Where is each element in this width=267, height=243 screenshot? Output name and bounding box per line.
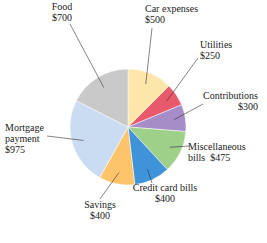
category-label: Mortgage — [5, 122, 44, 133]
value-label: $700 — [52, 12, 72, 23]
slice-label: Miscellaneousbills $475 — [188, 141, 246, 163]
slices — [70, 69, 186, 185]
slice-label: Car expenses$500 — [145, 3, 198, 25]
value-label: $975 — [5, 144, 25, 155]
slice-label: Utilities$250 — [200, 39, 232, 61]
category-label: bills — [188, 152, 205, 163]
slice-label: Mortgagepayment$975 — [5, 122, 44, 155]
value-label: $475 — [210, 152, 230, 163]
leader-line — [147, 169, 152, 183]
slice — [76, 69, 128, 127]
category-label: payment — [5, 133, 40, 144]
category-label: Utilities — [200, 39, 232, 50]
category-label: Savings — [84, 199, 116, 210]
category-label: Food — [52, 1, 73, 12]
value-label: $400 — [90, 210, 110, 221]
leader-line — [47, 136, 84, 140]
value-label: $400 — [155, 193, 175, 204]
slice-label: Contributions$300 — [203, 90, 258, 112]
slice-label: Credit card bills$400 — [133, 182, 198, 204]
leader-line — [146, 28, 152, 84]
leader-line — [70, 24, 104, 87]
leader-line — [100, 173, 119, 199]
labels: Car expenses$500Utilities$250Contributio… — [5, 1, 258, 221]
category-label: Car expenses — [145, 3, 198, 14]
value-label: $300 — [238, 101, 258, 112]
slice-label: Food$700 — [52, 1, 73, 23]
leader-line — [174, 104, 203, 120]
leader-line — [167, 58, 198, 101]
value-label: $500 — [145, 14, 165, 25]
category-label: Contributions — [203, 90, 258, 101]
leader-line — [170, 146, 190, 147]
value-label: $250 — [200, 50, 220, 61]
category-label: Miscellaneous — [188, 141, 246, 152]
chart: Car expenses$500Utilities$250Contributio… — [0, 0, 267, 243]
leaders — [47, 24, 203, 199]
category-label: Credit card bills — [133, 182, 198, 193]
slice-label: Savings$400 — [84, 199, 116, 221]
